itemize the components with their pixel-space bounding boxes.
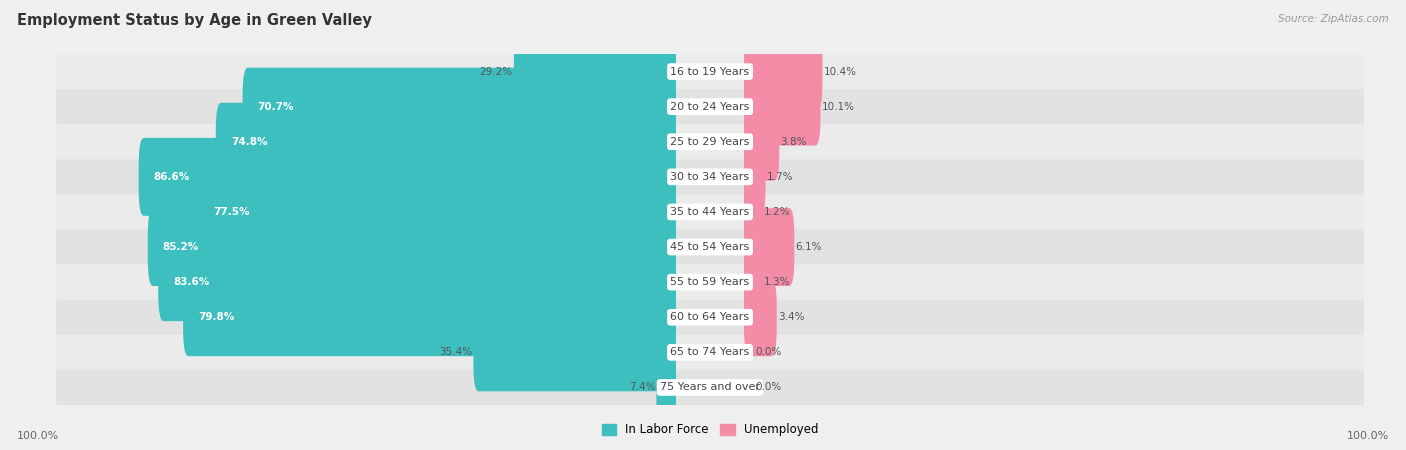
FancyBboxPatch shape [474,313,676,392]
FancyBboxPatch shape [56,265,1364,300]
Text: 100.0%: 100.0% [1347,431,1389,441]
FancyBboxPatch shape [56,89,1364,124]
Text: 20 to 24 Years: 20 to 24 Years [671,102,749,112]
Text: 1.7%: 1.7% [766,172,793,182]
FancyBboxPatch shape [215,103,676,181]
FancyBboxPatch shape [56,230,1364,265]
Text: 3.4%: 3.4% [778,312,804,322]
Text: 100.0%: 100.0% [17,431,59,441]
Text: 60 to 64 Years: 60 to 64 Years [671,312,749,322]
FancyBboxPatch shape [744,173,762,251]
Text: 75 Years and over: 75 Years and over [659,382,761,392]
Text: 0.0%: 0.0% [756,382,782,392]
Text: 83.6%: 83.6% [173,277,209,287]
FancyBboxPatch shape [744,208,794,286]
Text: 25 to 29 Years: 25 to 29 Years [671,137,749,147]
FancyBboxPatch shape [744,68,821,146]
Text: Employment Status by Age in Green Valley: Employment Status by Age in Green Valley [17,14,371,28]
FancyBboxPatch shape [56,335,1364,370]
FancyBboxPatch shape [159,243,676,321]
Text: 74.8%: 74.8% [231,137,267,147]
Legend: In Labor Force, Unemployed: In Labor Force, Unemployed [596,419,824,441]
FancyBboxPatch shape [139,138,676,216]
FancyBboxPatch shape [744,32,823,111]
Text: 45 to 54 Years: 45 to 54 Years [671,242,749,252]
FancyBboxPatch shape [56,54,1364,89]
Text: 1.2%: 1.2% [763,207,790,217]
Text: 6.1%: 6.1% [796,242,823,252]
Text: 3.8%: 3.8% [780,137,807,147]
FancyBboxPatch shape [183,278,676,356]
FancyBboxPatch shape [744,103,779,181]
Text: 0.0%: 0.0% [756,347,782,357]
Text: 35 to 44 Years: 35 to 44 Years [671,207,749,217]
FancyBboxPatch shape [744,278,776,356]
Text: 7.4%: 7.4% [628,382,655,392]
FancyBboxPatch shape [515,32,676,111]
Text: 1.3%: 1.3% [765,277,790,287]
Text: 55 to 59 Years: 55 to 59 Years [671,277,749,287]
FancyBboxPatch shape [657,348,676,427]
FancyBboxPatch shape [243,68,676,146]
Text: Source: ZipAtlas.com: Source: ZipAtlas.com [1278,14,1389,23]
FancyBboxPatch shape [56,124,1364,159]
FancyBboxPatch shape [56,159,1364,194]
FancyBboxPatch shape [148,208,676,286]
Text: 77.5%: 77.5% [214,207,250,217]
FancyBboxPatch shape [56,194,1364,230]
Text: 65 to 74 Years: 65 to 74 Years [671,347,749,357]
Text: 10.1%: 10.1% [823,102,855,112]
Text: 30 to 34 Years: 30 to 34 Years [671,172,749,182]
Text: 86.6%: 86.6% [153,172,190,182]
Text: 10.4%: 10.4% [824,67,856,76]
FancyBboxPatch shape [744,243,763,321]
Text: 70.7%: 70.7% [257,102,294,112]
Text: 85.2%: 85.2% [163,242,200,252]
FancyBboxPatch shape [56,300,1364,335]
Text: 35.4%: 35.4% [439,347,472,357]
FancyBboxPatch shape [198,173,676,251]
Text: 29.2%: 29.2% [479,67,513,76]
FancyBboxPatch shape [744,138,766,216]
Text: 16 to 19 Years: 16 to 19 Years [671,67,749,76]
Text: 79.8%: 79.8% [198,312,235,322]
FancyBboxPatch shape [56,370,1364,405]
